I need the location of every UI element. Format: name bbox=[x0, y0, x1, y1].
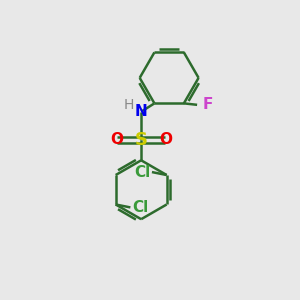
Text: H: H bbox=[124, 98, 134, 112]
Text: O: O bbox=[159, 132, 172, 147]
Text: O: O bbox=[110, 132, 124, 147]
Text: Cl: Cl bbox=[132, 200, 148, 215]
Text: N: N bbox=[135, 104, 148, 119]
Text: F: F bbox=[202, 97, 213, 112]
Text: S: S bbox=[135, 131, 148, 149]
Text: Cl: Cl bbox=[134, 165, 151, 180]
